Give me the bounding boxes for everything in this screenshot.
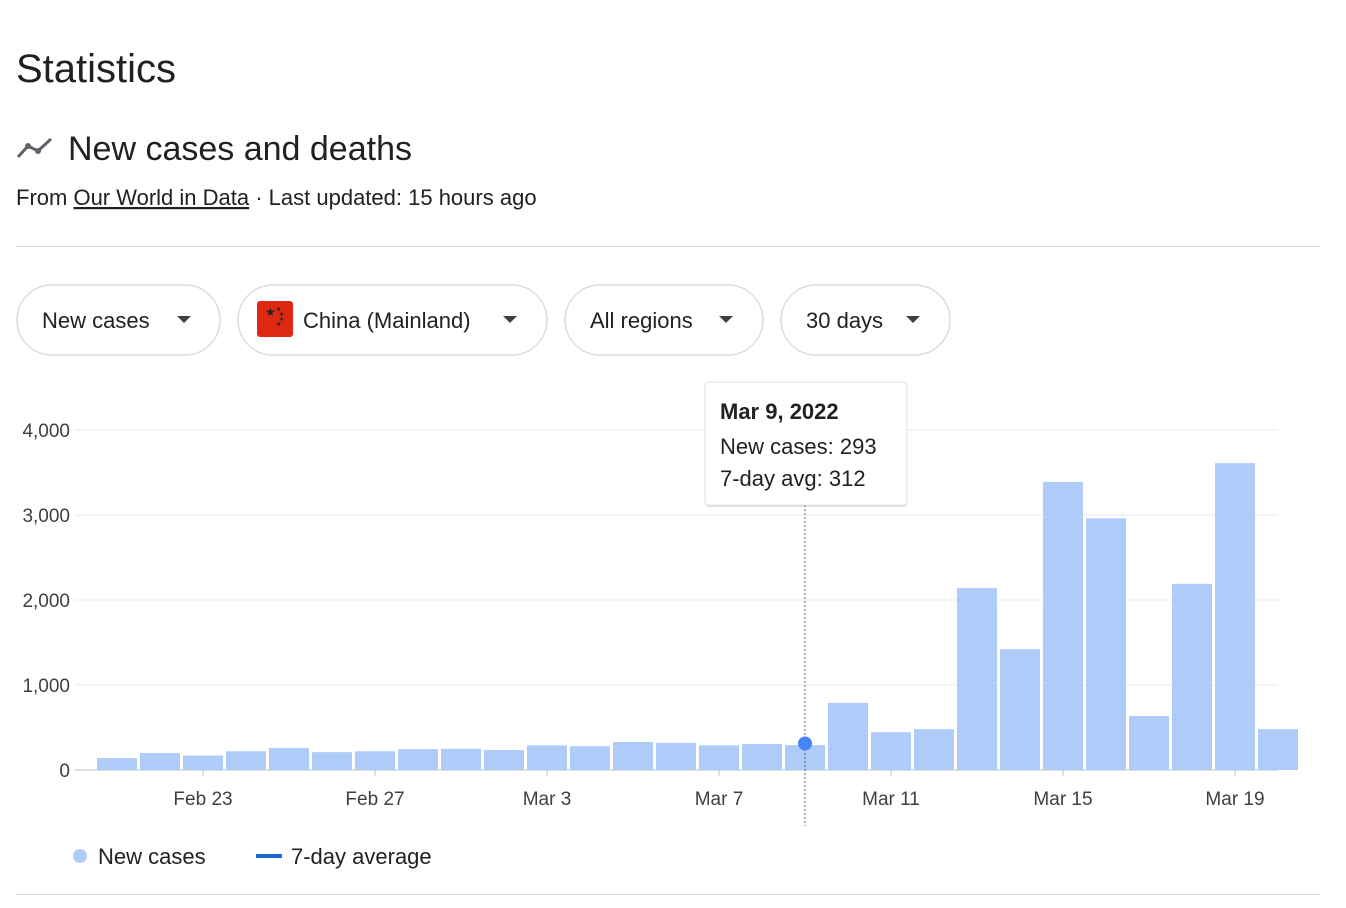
flag-star: ★: [279, 316, 284, 323]
y-tick-label: 1,000: [22, 676, 70, 697]
x-tick-label: Feb 27: [345, 789, 404, 810]
tooltip-box: [704, 381, 908, 506]
tooltip-date: Mar 9, 2022: [720, 399, 839, 424]
bar: [527, 745, 567, 770]
button-label: All regions: [590, 308, 693, 333]
chart: 0 1,000 2,000 3,000 4,000 Feb 23 Feb 27 Mar 3 Ma…: [22, 381, 1298, 869]
tooltip-label: 7-day avg:: [720, 466, 823, 491]
bar: [1043, 481, 1083, 770]
bar: [441, 748, 481, 770]
filter-button[interactable]: New cases: [16, 284, 221, 356]
x-tick-label: Mar 15: [1033, 789, 1092, 810]
bar: [742, 744, 782, 770]
x-tick-label: Mar 3: [523, 789, 572, 810]
section-title: New cases and deaths: [68, 130, 412, 168]
bar: [484, 750, 524, 770]
filter-button[interactable]: 30 days: [780, 284, 951, 356]
x-tick-label: Mar 19: [1205, 789, 1264, 810]
trend-icon-dot: [35, 148, 41, 154]
tooltip-row: New cases: 293: [720, 434, 877, 459]
bar: [871, 732, 911, 770]
bar: [914, 729, 954, 770]
dropdown-arrow: [177, 316, 191, 323]
filter-button[interactable]: All regions: [564, 284, 764, 356]
x-tick-label: Mar 11: [862, 789, 920, 810]
filter-button[interactable]: ★ ★ ★ ★ ★ China (Mainland): [237, 284, 548, 356]
dropdown-arrow: [719, 316, 733, 323]
bar: [183, 755, 223, 770]
tooltip-row: 7-day avg: 312: [720, 466, 866, 491]
flag-star: ★: [276, 306, 281, 313]
flag: [257, 301, 293, 337]
y-tick-label: 4,000: [22, 421, 70, 442]
bar: [355, 751, 395, 770]
bar: [398, 749, 438, 770]
bar: [699, 745, 739, 770]
button-outline: [780, 284, 951, 356]
tooltip-value: 293: [840, 434, 877, 459]
dropdown-arrow: [906, 316, 920, 323]
bar: [312, 752, 352, 770]
button-label: New cases: [42, 308, 150, 333]
button-outline: [564, 284, 764, 356]
x-tick-label: Mar 7: [695, 789, 744, 810]
legend-swatch: [73, 849, 87, 863]
bar: [570, 746, 610, 770]
bar: [269, 747, 309, 770]
source-link[interactable]: Our World in Data: [73, 185, 249, 210]
legend-label: 7-day average: [291, 844, 432, 869]
flag-star: ★: [265, 305, 276, 319]
bar: [957, 588, 997, 770]
hover-dot: [798, 736, 812, 751]
bar: [1258, 729, 1298, 770]
bar: [828, 702, 868, 770]
bar: [226, 751, 266, 770]
bar: [1129, 716, 1169, 770]
bar: [656, 742, 696, 770]
bar: [140, 753, 180, 770]
trend-icon: [16, 137, 53, 159]
bar: [1172, 583, 1212, 770]
y-tick-label: 2,000: [22, 591, 70, 612]
button-outline: [16, 284, 221, 356]
trend-icon-dot: [25, 143, 31, 149]
legend-label: New cases: [98, 844, 206, 869]
button-label: China (Mainland): [303, 308, 471, 333]
flag-star: ★: [276, 321, 281, 328]
button-label: 30 days: [806, 308, 883, 333]
x-tick-label: Feb 23: [173, 789, 232, 810]
dropdown-arrow: [503, 316, 517, 323]
tooltip: Mar 9, 2022 New cases: 293 7-day avg: 312: [704, 381, 908, 507]
source-prefix: From: [16, 185, 67, 210]
button-outline: [237, 284, 548, 356]
y-tick-label: 0: [59, 761, 70, 782]
bar: [613, 741, 653, 770]
y-tick-label: 3,000: [22, 506, 70, 527]
bar: [1000, 649, 1040, 770]
flag-star: ★: [279, 311, 284, 318]
updated: · Last updated: 15 hours ago: [255, 185, 536, 210]
source-line: From Our World in Data · Last updated: 1…: [16, 185, 537, 210]
bar: [1086, 518, 1126, 770]
bar: [1215, 463, 1255, 770]
bar: [97, 758, 137, 770]
tooltip-value: 312: [829, 466, 866, 491]
tooltip-label: New cases:: [720, 434, 834, 459]
page-title: Statistics: [16, 47, 176, 91]
